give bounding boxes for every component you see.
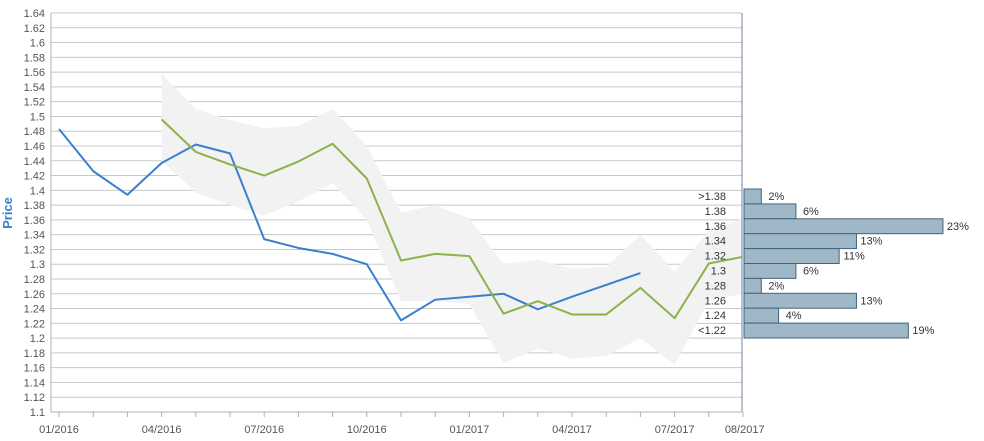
histogram-percent-label: 19% xyxy=(912,325,934,337)
y-tick-label: 1.14 xyxy=(24,377,45,389)
y-tick-label: 1.24 xyxy=(24,304,45,316)
histogram-bin-label: 1.32 xyxy=(705,251,726,263)
histogram: >1.38 2% 1.38 6% 1.36 23% 1.34 13% 1.32 11% 1.3 6% 1… xyxy=(698,188,969,339)
y-tick-label: 1.62 xyxy=(24,23,45,35)
histogram-percent-label: 2% xyxy=(768,280,784,292)
y-tick-label: 1.32 xyxy=(24,244,45,256)
histogram-bin-label: 1.36 xyxy=(705,221,726,233)
histogram-percent-label: 13% xyxy=(860,236,882,248)
y-tick-label: 1.2 xyxy=(30,333,45,345)
histogram-bin-label: <1.22 xyxy=(698,325,726,337)
y-axis-label: Price xyxy=(0,197,15,229)
histogram-bin-label: 1.34 xyxy=(705,236,726,248)
y-tick-label: 1.5 xyxy=(30,111,45,123)
y-tick-label: 1.38 xyxy=(24,200,45,212)
y-tick-label: 1.44 xyxy=(24,156,45,168)
histogram-bar xyxy=(743,188,762,205)
histogram-percent-label: 6% xyxy=(803,266,819,278)
y-tick-label: 1.16 xyxy=(24,363,45,375)
histogram-bar xyxy=(743,248,840,265)
y-tick-label: 1.36 xyxy=(24,215,45,227)
y-tick-label: 1.26 xyxy=(24,289,45,301)
y-tick-label: 1.1 xyxy=(30,407,45,419)
histogram-bin-label: 1.3 xyxy=(711,266,726,278)
y-tick-label: 1.58 xyxy=(24,52,45,64)
histogram-bar xyxy=(743,307,780,324)
x-tick-label: 04/2017 xyxy=(552,424,592,436)
y-tick-label: 1.48 xyxy=(24,126,45,138)
forecast-band xyxy=(161,73,742,365)
x-tick-label: 08/2017 xyxy=(725,424,765,436)
y-tick-label: 1.56 xyxy=(24,67,45,79)
y-tick-label: 1.52 xyxy=(24,97,45,109)
histogram-bin-label: 1.38 xyxy=(705,206,726,218)
histogram-percent-label: 11% xyxy=(844,251,865,263)
histogram-bar xyxy=(743,277,762,294)
histogram-percent-label: 2% xyxy=(768,191,784,203)
x-tick-label: 04/2016 xyxy=(142,424,182,436)
histogram-bin-label: 1.24 xyxy=(705,310,726,322)
x-tick-label: 10/2016 xyxy=(347,424,387,436)
series-line-blue xyxy=(58,128,641,322)
x-tick-label: 07/2016 xyxy=(244,424,284,436)
series-line-green xyxy=(160,118,742,320)
x-tick-label: 01/2016 xyxy=(39,424,79,436)
x-tick-label: 07/2017 xyxy=(655,424,695,436)
y-tick-label: 1.4 xyxy=(30,185,45,197)
histogram-bin-label: 1.26 xyxy=(705,295,726,307)
x-tick-label: 01/2017 xyxy=(450,424,490,436)
histogram-bar xyxy=(743,218,944,235)
histogram-bin-label: >1.38 xyxy=(698,191,726,203)
histogram-bar xyxy=(743,263,797,279)
histogram-percent-label: 4% xyxy=(786,310,802,322)
histogram-percent-label: 6% xyxy=(803,206,819,218)
y-tick-label: 1.46 xyxy=(24,141,45,153)
y-tick-label: 1.18 xyxy=(24,348,45,360)
y-tick-label: 1.54 xyxy=(24,82,45,94)
y-tick-label: 1.22 xyxy=(24,318,45,330)
axes xyxy=(50,13,744,417)
y-tick-label: 1.28 xyxy=(24,274,45,286)
confidence-band xyxy=(161,73,742,365)
y-tick-labels: 1.1 1.12 1.14 1.16 1.18 1.2 1.22 1.24 1.26 1.28 1.… xyxy=(24,8,45,419)
histogram-percent-label: 13% xyxy=(860,295,882,307)
y-tick-label: 1.12 xyxy=(24,392,45,404)
histogram-bar xyxy=(743,233,857,250)
x-tick-labels: 01/2016 04/2016 07/2016 10/2016 01/2017 04/20… xyxy=(39,424,764,436)
histogram-percent-label: 23% xyxy=(947,221,969,233)
series-lines xyxy=(58,118,742,322)
histogram-bar xyxy=(743,203,797,220)
y-tick-label: 1.34 xyxy=(24,230,45,242)
y-tick-label: 1.64 xyxy=(24,8,45,20)
y-tick-label: 1.3 xyxy=(30,259,45,271)
histogram-bar xyxy=(743,292,857,309)
y-tick-label: 1.6 xyxy=(30,38,45,50)
histogram-bin-label: 1.28 xyxy=(705,280,726,292)
histogram-bar xyxy=(743,322,909,339)
y-tick-label: 1.42 xyxy=(24,171,45,183)
